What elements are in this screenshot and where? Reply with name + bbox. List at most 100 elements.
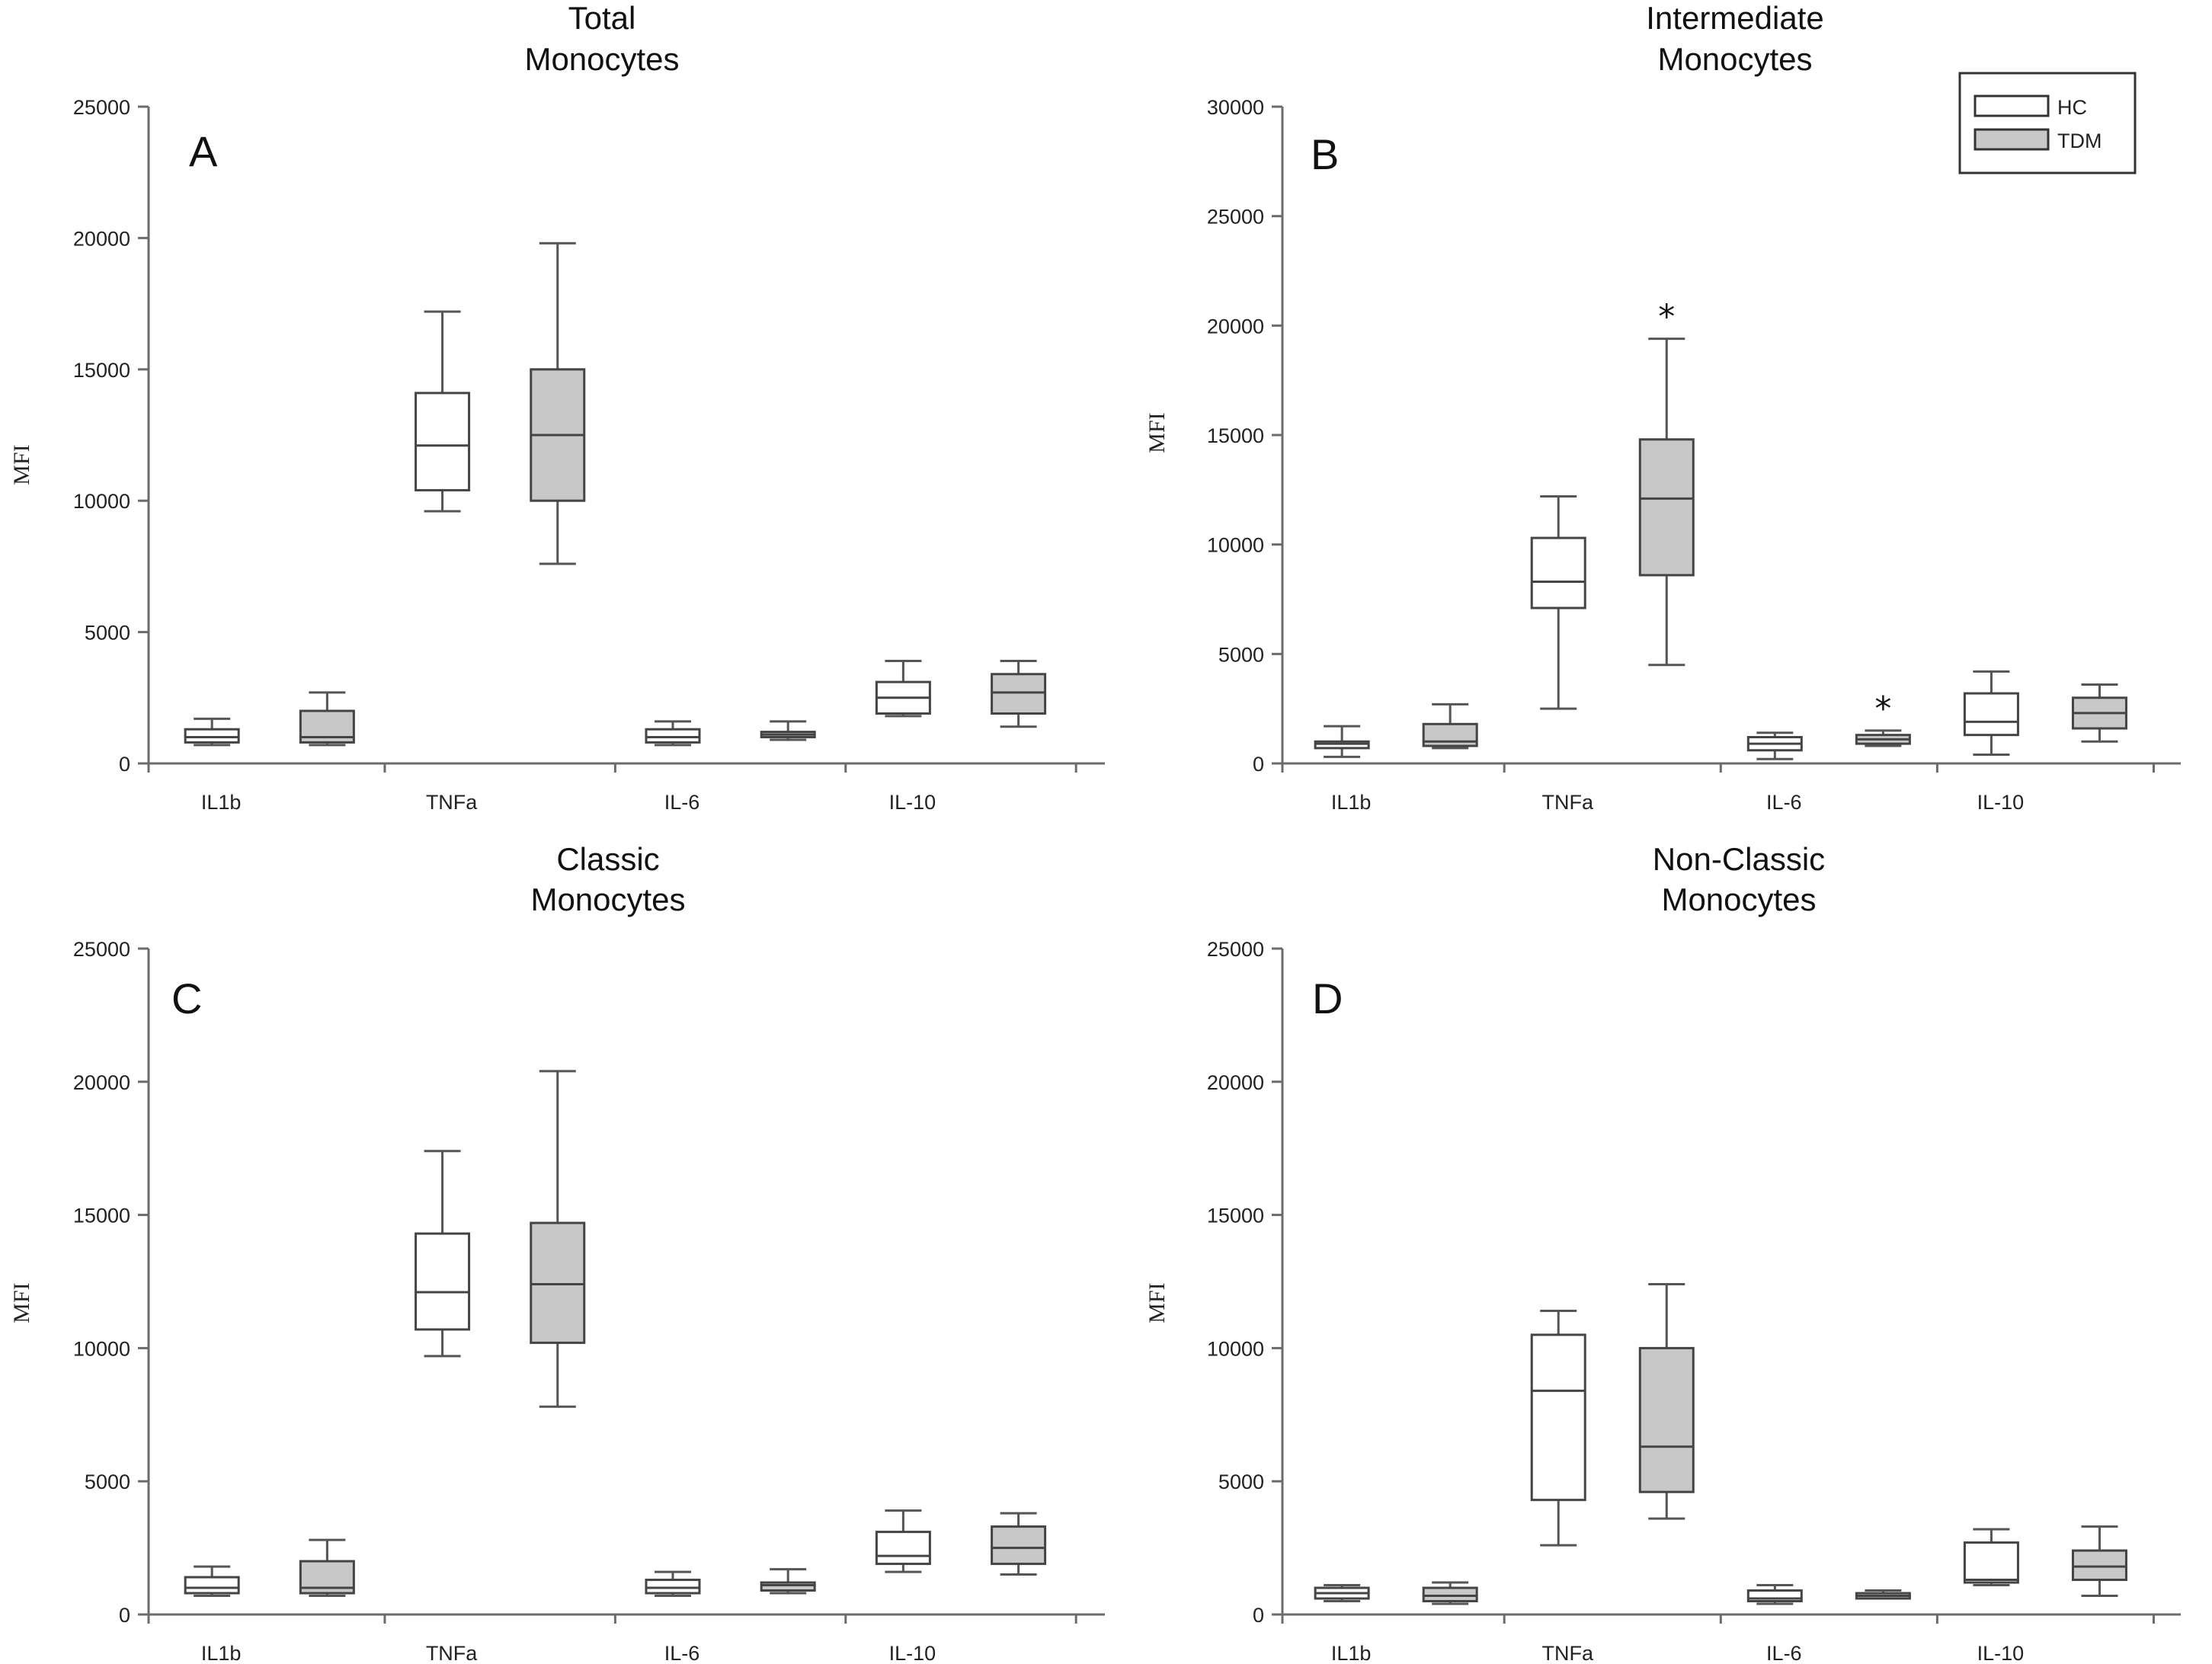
box-iqr xyxy=(991,1525,1047,1566)
x-tick-label: IL1b xyxy=(201,791,242,814)
box-hc-il1b xyxy=(1314,725,1370,758)
box-iqr xyxy=(1963,692,2019,737)
x-tick-label: IL-6 xyxy=(1766,1642,1802,1664)
box-tdm-il1b xyxy=(299,1538,355,1598)
box-iqr xyxy=(1963,1541,2019,1584)
significance-star: * xyxy=(1658,298,1675,337)
x-tick-label: IL1b xyxy=(1331,791,1372,814)
box-hc-tnfa xyxy=(1530,494,1586,710)
box-tdm-tnfa xyxy=(1638,338,1695,667)
chart-panel-d: 0 5000 10000 15000 20000 25000 MFI Non-Classic M… xyxy=(1144,841,2181,1664)
y-tick-label: 15000 xyxy=(73,1205,130,1227)
box-iqr xyxy=(1638,438,1695,577)
box-hc-il-10 xyxy=(1963,670,2019,757)
box-hc-tnfa xyxy=(415,310,471,513)
box-hc-il1b xyxy=(184,1565,240,1598)
x-tick-label: IL1b xyxy=(1331,1642,1372,1664)
box-iqr xyxy=(645,1579,701,1595)
legend-swatch-tdm xyxy=(1974,128,2050,151)
y-axis-label: MFI xyxy=(9,1282,34,1323)
x-tick-label: IL-10 xyxy=(1977,1642,2025,1664)
box-hc-il-6 xyxy=(645,1570,701,1598)
legend-label-hc: HC xyxy=(2057,96,2087,119)
box-hc-il-6 xyxy=(645,720,701,747)
y-tick-label: 15000 xyxy=(1207,1205,1264,1227)
y-tick-label: 25000 xyxy=(73,938,130,961)
x-tick-label: IL-10 xyxy=(1977,791,2025,814)
y-tick-label: 20000 xyxy=(1207,1071,1264,1094)
legend: HC TDM xyxy=(1958,72,2137,174)
x-tick-label: IL-10 xyxy=(889,1642,936,1664)
panel-letter: D xyxy=(1312,974,1343,1022)
box-hc-il-6 xyxy=(1746,1584,1803,1605)
box-iqr xyxy=(1422,1586,1478,1603)
chart-panel-c: 0 5000 10000 15000 20000 25000 MFI Classic Monoc… xyxy=(9,841,1105,1664)
box-tdm-il1b xyxy=(1422,702,1478,750)
box-hc-tnfa xyxy=(415,1150,471,1358)
significance-star: * xyxy=(1874,690,1891,728)
box-tdm-il-10 xyxy=(991,660,1047,728)
box-hc-il-10 xyxy=(1963,1528,2019,1587)
chart-panel-b: 0 5000 10000 15000 20000 25000 30000 MFI Interme… xyxy=(1144,0,2181,814)
y-axis-label: MFI xyxy=(1144,1282,1170,1323)
y-tick-label: 15000 xyxy=(73,359,130,382)
y-tick-label: 5000 xyxy=(85,1470,130,1493)
chart-title-line: Monocytes xyxy=(530,882,685,917)
y-axis-label: MFI xyxy=(1144,412,1170,453)
box-hc-tnfa xyxy=(1530,1309,1586,1547)
x-tick-label: TNFa xyxy=(426,1642,478,1664)
y-tick-label: 0 xyxy=(1253,753,1264,776)
y-tick-label: 25000 xyxy=(1207,938,1264,961)
box-iqr xyxy=(1638,1346,1695,1493)
chart-title-line: Monocytes xyxy=(1657,41,1812,77)
box-tdm-il-6 xyxy=(1855,1589,1911,1600)
box-tdm-tnfa xyxy=(530,242,586,565)
box-iqr xyxy=(415,392,471,491)
box-iqr xyxy=(184,1576,240,1595)
chart-title-line: Monocytes xyxy=(524,41,679,77)
x-tick-label: TNFa xyxy=(1541,1642,1593,1664)
y-tick-label: 30000 xyxy=(1207,96,1264,119)
y-tick-label: 25000 xyxy=(73,96,130,119)
box-tdm-il1b xyxy=(1422,1581,1478,1605)
chart-title-line: Total xyxy=(568,0,636,36)
box-hc-il1b xyxy=(1314,1584,1370,1603)
y-tick-label: 10000 xyxy=(1207,534,1264,557)
y-tick-label: 10000 xyxy=(73,490,130,513)
y-tick-label: 0 xyxy=(1253,1604,1264,1627)
y-tick-label: 0 xyxy=(119,753,130,776)
box-hc-il-10 xyxy=(875,1509,931,1573)
y-tick-label: 20000 xyxy=(1207,315,1264,338)
x-tick-label: IL-10 xyxy=(889,791,936,814)
y-tick-label: 10000 xyxy=(73,1337,130,1360)
y-tick-label: 20000 xyxy=(73,227,130,250)
box-hc-il1b xyxy=(184,717,240,747)
box-iqr xyxy=(1530,536,1586,610)
legend-label-tdm: TDM xyxy=(2057,130,2102,152)
box-iqr xyxy=(760,1581,816,1592)
box-tdm-il-10 xyxy=(2071,683,2127,743)
x-tick-label: IL-6 xyxy=(664,791,700,814)
x-tick-label: TNFa xyxy=(426,791,478,814)
box-tdm-tnfa xyxy=(1638,1282,1695,1520)
box-iqr xyxy=(530,1221,586,1344)
y-tick-label: 20000 xyxy=(73,1071,130,1094)
y-tick-label: 5000 xyxy=(1218,643,1264,666)
legend-swatch-hc xyxy=(1974,94,2050,117)
y-tick-label: 15000 xyxy=(1207,424,1264,447)
x-tick-label: IL1b xyxy=(201,1642,242,1664)
chart-panel-a: 0 5000 10000 15000 20000 25000 MFI Total Monocyt… xyxy=(9,0,1105,814)
box-tdm-il-6 xyxy=(760,720,816,741)
box-tdm-il-6 xyxy=(760,1568,816,1595)
panels: 0 5000 10000 15000 20000 25000 MFI Total Monocyt… xyxy=(9,0,2181,1664)
panel-letter: A xyxy=(189,127,218,175)
box-tdm-il-10 xyxy=(991,1512,1047,1576)
y-tick-label: 25000 xyxy=(1207,206,1264,229)
chart-title-line: Monocytes xyxy=(1661,882,1816,917)
chart-title-line: Classic xyxy=(556,841,659,877)
box-iqr xyxy=(184,728,240,744)
box-tdm-il-10 xyxy=(2071,1525,2127,1598)
box-iqr xyxy=(1530,1333,1586,1502)
box-hc-il-6 xyxy=(1746,731,1803,760)
